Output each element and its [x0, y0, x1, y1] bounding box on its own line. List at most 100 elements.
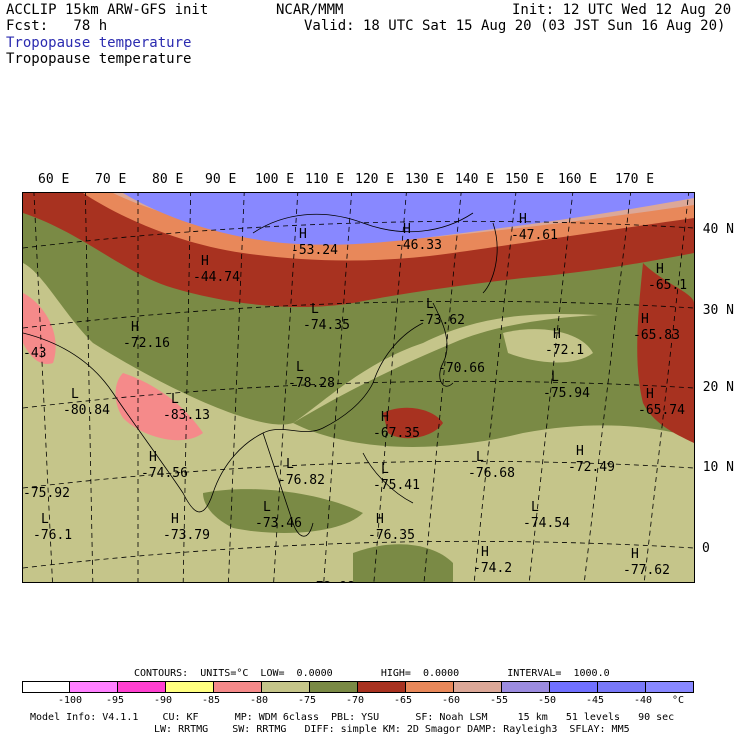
colorbar-label: -65 — [394, 695, 413, 706]
field-title-shaded: Tropopause temperature — [6, 35, 192, 51]
olive-patch-south — [203, 489, 363, 533]
extremum-value: -74.54 — [523, 516, 570, 531]
forecast-hour: Fcst: 78 h — [6, 18, 108, 34]
colorbar-swatch — [646, 681, 694, 693]
valid-time: Valid: 18 UTC Sat 15 Aug 20 (03 JST Sun … — [304, 18, 726, 34]
extremum-mark: H — [519, 212, 527, 227]
longitude-label: 160 E — [558, 172, 598, 187]
meridian — [423, 193, 462, 582]
meridian — [473, 193, 517, 582]
parallel — [23, 460, 694, 489]
colorbar-label: -60 — [442, 695, 461, 706]
colorbar-swatch — [262, 681, 310, 693]
extremum-value: -46.33 — [395, 238, 442, 253]
longitude-label: 110 E — [305, 172, 345, 187]
longitude-label: 70 E — [95, 172, 127, 187]
extremum-mark: L — [311, 302, 319, 317]
parallel — [23, 540, 694, 569]
extremum-value: -43 — [23, 346, 46, 361]
extremum-mark: H — [131, 320, 139, 335]
extremum-mark: H — [149, 450, 157, 465]
colorbar-swatch — [118, 681, 166, 693]
colorbar-label: -50 — [538, 695, 557, 706]
pink-patch-india — [115, 373, 203, 441]
extremum-value: -83.13 — [163, 408, 210, 423]
longitude-label: 100 E — [255, 172, 295, 187]
longitude-label: 150 E — [505, 172, 545, 187]
latitude-label: 0 — [702, 541, 710, 556]
extremum-mark: H — [171, 512, 179, 527]
longitude-label: 130 E — [405, 172, 445, 187]
extremum-value: -72.98 — [308, 580, 355, 582]
colorbar-label: -70 — [346, 695, 365, 706]
extremum-value: -72.49 — [568, 460, 615, 475]
extremum-mark: H — [481, 545, 489, 560]
colorbar-swatch — [550, 681, 598, 693]
extremum-mark: H — [641, 312, 649, 327]
extremum-mark: H — [631, 547, 639, 562]
colorbar-label: -55 — [490, 695, 509, 706]
blue-band — [123, 193, 694, 245]
meridian — [373, 193, 407, 582]
extremum-value: -76.1 — [33, 528, 72, 543]
colorbar-label: -100 — [58, 695, 83, 706]
light-patch-east — [503, 329, 593, 363]
colorbar-label: -75 — [298, 695, 317, 706]
colorbar-swatch — [406, 681, 454, 693]
extremum-mark: L — [381, 462, 389, 477]
run-title: ACCLIP 15km ARW-GFS init — [6, 2, 209, 18]
colorbar-label: °C — [672, 695, 685, 706]
extremum-mark: H — [299, 227, 307, 242]
tropopause-temperature-map: H-53.24H-46.33H-47.61H-44.74H-65.1L-74.3… — [23, 193, 694, 582]
colorbar-swatch — [358, 681, 406, 693]
field-title-contour: Tropopause temperature — [6, 51, 192, 67]
extremum-value: -75.94 — [543, 386, 590, 401]
extremum-value: -78.28 — [288, 376, 335, 391]
longitude-label: 120 E — [355, 172, 395, 187]
extremum-mark: L — [426, 297, 434, 312]
longitude-label: 90 E — [205, 172, 237, 187]
meridian — [228, 193, 245, 582]
colorbar-swatch — [454, 681, 502, 693]
colorbar-swatch — [166, 681, 214, 693]
extremum-mark: L — [476, 450, 484, 465]
extremum-value: -47.61 — [511, 228, 558, 243]
extremum-value: -65.74 — [638, 403, 685, 418]
meridian — [33, 193, 53, 582]
lat-lon-grid — [23, 193, 694, 582]
extremum-mark: H — [403, 222, 411, 237]
extremum-value: -77.62 — [623, 563, 670, 578]
extremum-value: -74.35 — [303, 318, 350, 333]
extremum-value: -75.92 — [23, 486, 70, 501]
extremum-value: -76.35 — [368, 528, 415, 543]
extremum-value: -74.2 — [473, 561, 512, 576]
colorbar-label: -80 — [250, 695, 269, 706]
extremum-mark: H — [381, 410, 389, 425]
extremum-value: -70.66 — [438, 361, 485, 376]
model-info-line1: Model Info: V4.1.1 CU: KF MP: WDM 6class… — [30, 712, 675, 723]
extremum-mark: L — [263, 500, 271, 515]
meridian — [528, 193, 574, 582]
latitude-label: 30 N — [702, 303, 734, 318]
extremum-mark: H — [376, 512, 384, 527]
colorbar-swatch — [502, 681, 550, 693]
colorbar-swatch — [214, 681, 262, 693]
colorbar-swatch — [598, 681, 646, 693]
extremum-mark: L — [531, 500, 539, 515]
colorbar-label: -45 — [586, 695, 605, 706]
map-panel: H -53.24 H -46.33 H -47.61 H -44.74 H -65.1 L -74.3… — [22, 192, 695, 583]
extremum-value: -53.24 — [291, 243, 338, 258]
latitude-label: 40 N — [702, 222, 734, 237]
meridian — [323, 193, 352, 582]
extremum-value: -72.1 — [545, 343, 584, 358]
extremum-mark: L — [551, 370, 559, 385]
extremum-value: -73.46 — [255, 516, 302, 531]
extremum-value: -73.79 — [163, 528, 210, 543]
extremum-mark: L — [296, 360, 304, 375]
colorbar-swatch — [310, 681, 358, 693]
latitude-label: 10 N — [702, 460, 734, 475]
olive-patch-south2 — [353, 544, 453, 582]
extremum-mark: H — [576, 444, 584, 459]
extremum-mark: H — [553, 327, 561, 342]
extremum-mark: L — [41, 512, 49, 527]
